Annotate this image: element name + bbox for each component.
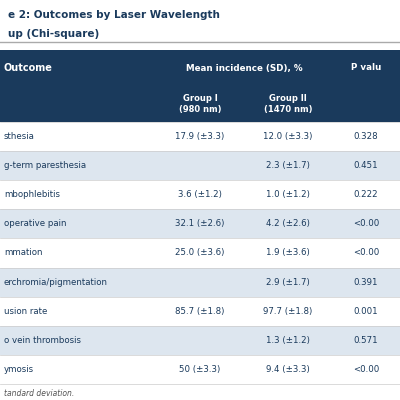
- Text: 4.2 (±2.6): 4.2 (±2.6): [266, 219, 310, 228]
- Text: operative pain: operative pain: [4, 219, 66, 228]
- FancyBboxPatch shape: [0, 238, 400, 268]
- Text: 97.7 (±1.8): 97.7 (±1.8): [263, 307, 313, 316]
- FancyBboxPatch shape: [0, 180, 400, 209]
- Text: <0.00: <0.00: [353, 365, 379, 374]
- Text: e 2: Outcomes by Laser Wavelength: e 2: Outcomes by Laser Wavelength: [8, 10, 220, 20]
- Text: g-term paresthesia: g-term paresthesia: [4, 161, 86, 170]
- Text: mbophlebitis: mbophlebitis: [4, 190, 60, 199]
- Text: Mean incidence (SD), %: Mean incidence (SD), %: [186, 64, 302, 72]
- Text: usion rate: usion rate: [4, 307, 47, 316]
- Text: 0.391: 0.391: [354, 278, 378, 287]
- Text: 1.9 (±3.6): 1.9 (±3.6): [266, 248, 310, 258]
- Text: 25.0 (±3.6): 25.0 (±3.6): [175, 248, 225, 258]
- FancyBboxPatch shape: [0, 326, 400, 355]
- Text: erchromia/pigmentation: erchromia/pigmentation: [4, 278, 108, 287]
- Text: 3.6 (±1.2): 3.6 (±1.2): [178, 190, 222, 199]
- Text: 85.7 (±1.8): 85.7 (±1.8): [175, 307, 225, 316]
- Text: 0.571: 0.571: [354, 336, 378, 345]
- Text: Group I
(980 nm): Group I (980 nm): [179, 94, 221, 114]
- Text: 0.222: 0.222: [354, 190, 378, 199]
- Text: 1.0 (±1.2): 1.0 (±1.2): [266, 190, 310, 199]
- Text: tandard deviation.: tandard deviation.: [4, 389, 74, 398]
- Text: 2.3 (±1.7): 2.3 (±1.7): [266, 161, 310, 170]
- Text: 1.3 (±1.2): 1.3 (±1.2): [266, 336, 310, 345]
- Text: 32.1 (±2.6): 32.1 (±2.6): [175, 219, 225, 228]
- Text: 0.451: 0.451: [354, 161, 378, 170]
- Text: 17.9 (±3.3): 17.9 (±3.3): [175, 132, 225, 141]
- Text: o vein thrombosis: o vein thrombosis: [4, 336, 81, 345]
- FancyBboxPatch shape: [0, 355, 400, 384]
- FancyBboxPatch shape: [0, 151, 400, 180]
- Text: sthesia: sthesia: [4, 132, 35, 141]
- Text: P valu: P valu: [351, 64, 381, 72]
- Text: Group II
(1470 nm): Group II (1470 nm): [264, 94, 312, 114]
- Text: 50 (±3.3): 50 (±3.3): [179, 365, 221, 374]
- FancyBboxPatch shape: [0, 268, 400, 297]
- Text: 2.9 (±1.7): 2.9 (±1.7): [266, 278, 310, 287]
- Text: <0.00: <0.00: [353, 219, 379, 228]
- Text: 9.4 (±3.3): 9.4 (±3.3): [266, 365, 310, 374]
- Text: 0.328: 0.328: [354, 132, 378, 141]
- Text: <0.00: <0.00: [353, 248, 379, 258]
- FancyBboxPatch shape: [0, 50, 400, 122]
- FancyBboxPatch shape: [0, 122, 400, 151]
- FancyBboxPatch shape: [0, 297, 400, 326]
- Text: 12.0 (±3.3): 12.0 (±3.3): [263, 132, 313, 141]
- Text: 0.001: 0.001: [354, 307, 378, 316]
- Text: Outcome: Outcome: [4, 63, 53, 73]
- FancyBboxPatch shape: [0, 209, 400, 238]
- Text: mmation: mmation: [4, 248, 42, 258]
- Text: up (Chi-square): up (Chi-square): [8, 29, 99, 39]
- Text: ymosis: ymosis: [4, 365, 34, 374]
